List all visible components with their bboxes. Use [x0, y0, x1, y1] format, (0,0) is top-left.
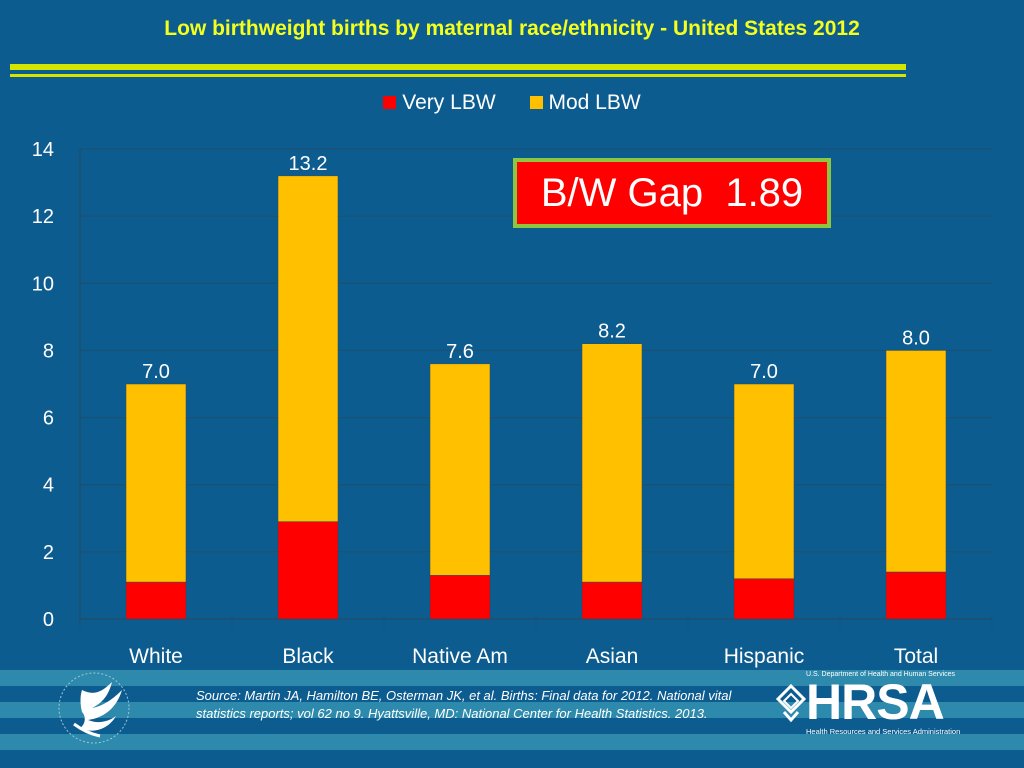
y-tick-label: 2: [43, 542, 54, 564]
chart-legend: Very LBW Mod LBW: [0, 91, 1024, 115]
footer-band: [0, 665, 1024, 768]
y-tick-label: 6: [43, 408, 54, 430]
title-rule-thick: [10, 64, 906, 70]
bar-mod-lbw: [885, 350, 947, 573]
legend-item-mod-lbw: Mod LBW: [529, 91, 641, 115]
title-rule-thin: [10, 74, 906, 77]
bar-very-lbw: [733, 578, 795, 620]
y-tick-label: 0: [43, 609, 54, 631]
y-tick-label: 4: [43, 475, 54, 497]
y-tick-label: 12: [32, 206, 54, 228]
hrsa-knot-icon: [776, 684, 806, 723]
x-category-label: Total: [894, 645, 938, 668]
footer-stripe: [0, 734, 1024, 750]
hrsa-department-text: U.S. Department of Health and Human Serv…: [806, 671, 956, 678]
bar-very-lbw: [581, 581, 643, 620]
source-citation: Source: Martin JA, Hamilton BE, Osterman…: [196, 688, 732, 721]
legend-label-mod-lbw: Mod LBW: [548, 91, 641, 114]
legend-label-very-lbw: Very LBW: [402, 91, 496, 114]
footer-stripe: [0, 702, 1024, 718]
y-tick-label: 10: [32, 273, 54, 295]
bar-total-label: 13.2: [289, 153, 328, 175]
hrsa-logo: U.S. Department of Health and Human Serv…: [776, 670, 976, 738]
bar-mod-lbw: [429, 363, 491, 576]
y-tick-label: 14: [32, 139, 54, 161]
x-category-label: Black: [282, 645, 334, 668]
bar-total-label: 7.6: [446, 341, 474, 363]
hrsa-subtitle: Health Resources and Services Administra…: [806, 727, 961, 736]
bar-very-lbw: [885, 571, 947, 620]
bar-total-label: 8.2: [598, 321, 626, 343]
bar-mod-lbw: [125, 383, 187, 583]
bw-gap-annotation: B/W Gap 1.89: [513, 158, 831, 228]
bar-total-label: 7.0: [750, 361, 778, 383]
bar-very-lbw: [429, 575, 491, 620]
bar-mod-lbw: [277, 175, 339, 522]
bar-total-label: 7.0: [142, 361, 170, 383]
x-category-label: Asian: [586, 645, 639, 668]
bar-very-lbw: [277, 521, 339, 620]
footer-stripe: [0, 670, 1024, 686]
chart-title: Low birthweight births by maternal race/…: [164, 17, 860, 40]
hhs-eagle-logo-icon: [58, 672, 130, 744]
x-category-label: Hispanic: [724, 645, 805, 668]
legend-item-very-lbw: Very LBW: [383, 91, 496, 115]
bar-very-lbw: [125, 581, 187, 620]
y-tick-label: 8: [43, 340, 54, 362]
bar-mod-lbw: [733, 383, 795, 579]
legend-swatch-mod-lbw: [529, 96, 543, 109]
hrsa-wordmark: HRSA: [806, 674, 945, 730]
bar-mod-lbw: [581, 343, 643, 583]
x-category-label: Native Am: [412, 645, 508, 668]
bar-chart: 0 2 4 6 8 10 12 14 7.0 White 13.2 Black 7.6 Native Am…: [32, 139, 993, 668]
legend-swatch-very-lbw: [383, 96, 397, 109]
x-category-label: White: [129, 645, 183, 668]
bar-total-label: 8.0: [902, 327, 930, 349]
